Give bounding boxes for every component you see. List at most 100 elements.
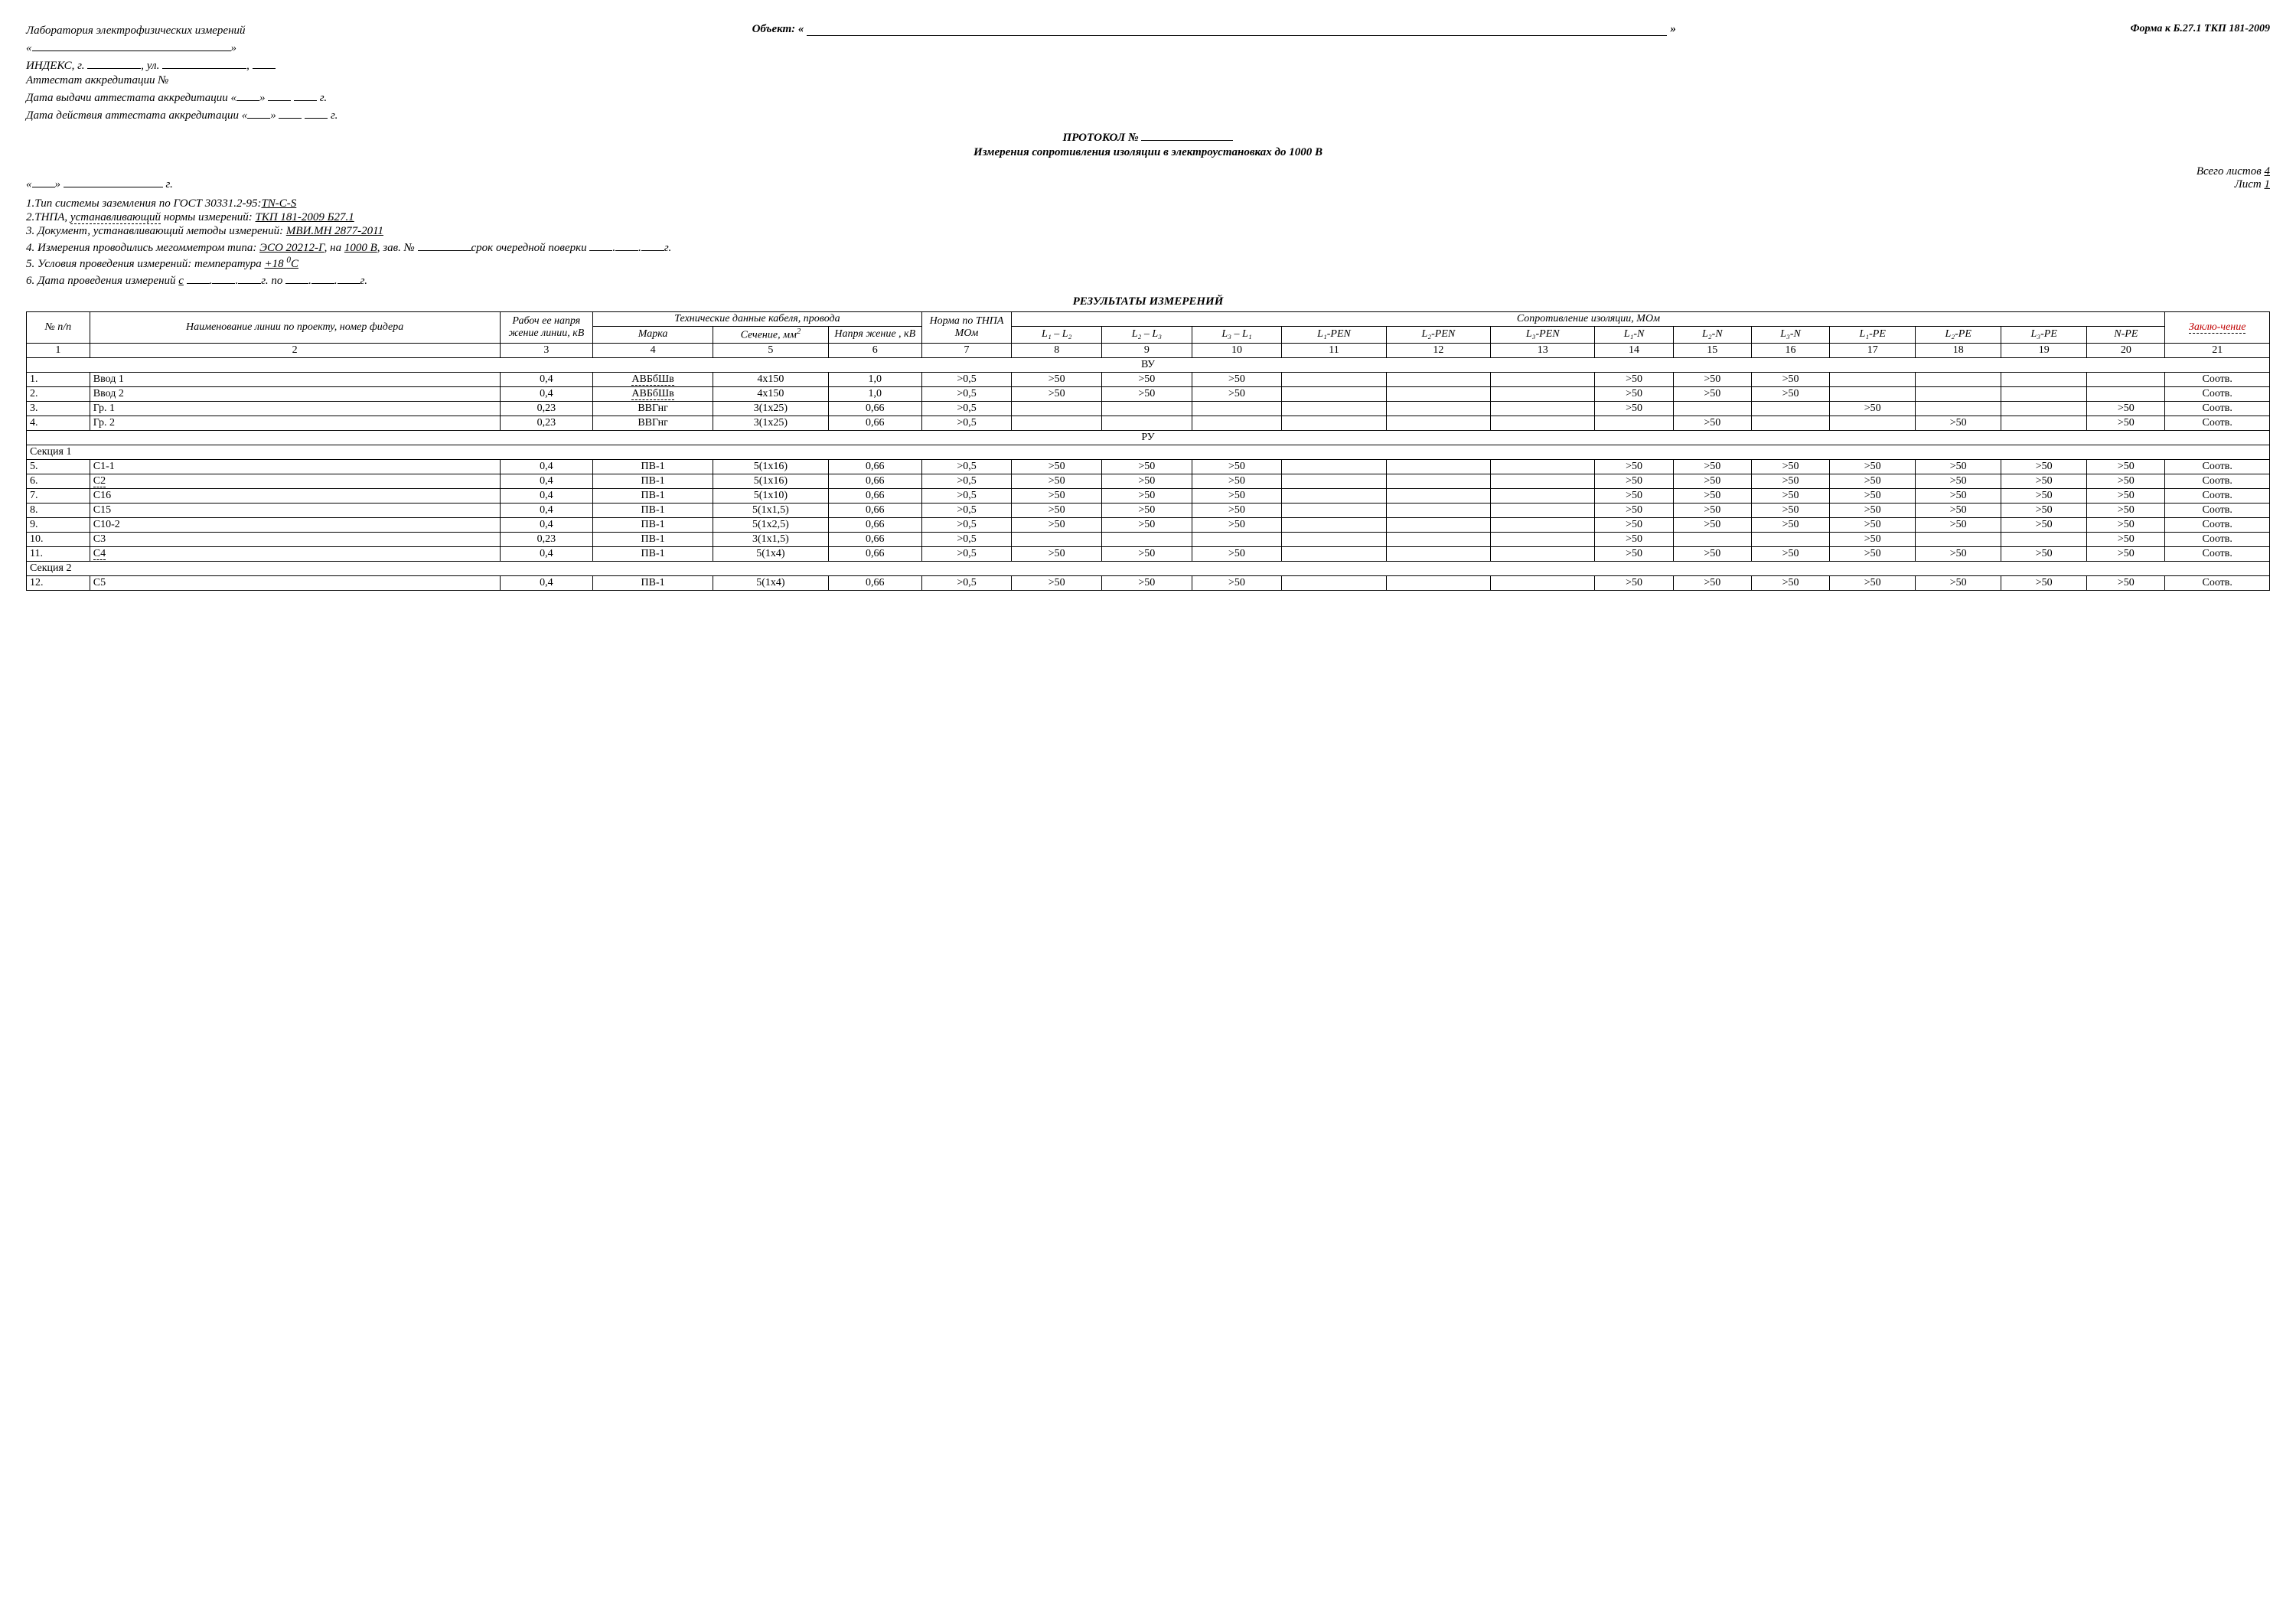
data-cell: >50	[1916, 474, 2001, 488]
data-cell	[1192, 416, 1282, 430]
data-cell: >50	[1830, 575, 1916, 590]
data-cell: >50	[2001, 546, 2087, 561]
data-cell: Соотв.	[2165, 575, 2270, 590]
data-cell	[1282, 488, 1386, 503]
data-cell	[1102, 401, 1192, 416]
th-nn: № п/п	[27, 312, 90, 344]
data-cell: >50	[1192, 503, 1282, 517]
data-cell: >50	[1751, 575, 1829, 590]
protocol-line: ПРОТОКОЛ №	[26, 129, 2270, 145]
data-cell: >50	[2087, 503, 2165, 517]
data-cell: Гр. 2	[90, 416, 500, 430]
table-row: 5.С1-10,4ПВ-15(1х16)0,66>0,5>50>50>50>50…	[27, 459, 2270, 474]
data-cell	[1282, 401, 1386, 416]
th-npe: N-PE	[2087, 327, 2165, 344]
data-cell: АВБбШв	[593, 386, 713, 401]
data-cell: ПВ-1	[593, 503, 713, 517]
data-cell: >50	[1751, 546, 1829, 561]
data-cell: >50	[1916, 503, 2001, 517]
data-cell: 3(1х1,5)	[713, 532, 828, 546]
note-2: 2.ТНПА, устанавливающий нормы измерений:…	[26, 211, 2270, 224]
data-cell: С10-2	[90, 517, 500, 532]
data-cell	[1386, 416, 1490, 430]
data-cell: Ввод 1	[90, 372, 500, 386]
data-cell: >0,5	[921, 532, 1012, 546]
data-cell: >50	[1830, 474, 1916, 488]
data-cell	[1491, 532, 1595, 546]
data-cell: 1.	[27, 372, 90, 386]
data-cell	[1491, 474, 1595, 488]
column-number-cell: 4	[593, 343, 713, 357]
data-cell: >50	[2087, 401, 2165, 416]
data-cell: С16	[90, 488, 500, 503]
data-cell	[1102, 416, 1192, 430]
data-cell	[1386, 532, 1490, 546]
data-cell	[1282, 474, 1386, 488]
lab-title: Лаборатория электрофизических измерений	[26, 24, 752, 37]
th-l1l2: L₁ – L₂	[1012, 327, 1102, 344]
data-cell: 0,66	[828, 546, 921, 561]
column-number-cell: 14	[1595, 343, 1673, 357]
table-row: 12.С50,4ПВ-15(1х4)0,66>0,5>50>50>50>50>5…	[27, 575, 2270, 590]
data-cell: >50	[1830, 517, 1916, 532]
th-name: Наименование линии по проекту, номер фид…	[90, 312, 500, 344]
data-cell: >50	[1012, 546, 1102, 561]
data-cell: 1,0	[828, 372, 921, 386]
th-l1n: L₁-N	[1595, 327, 1673, 344]
section-title-cell: Секция 1	[27, 445, 2270, 459]
data-cell: Соотв.	[2165, 401, 2270, 416]
data-cell: >50	[2087, 575, 2165, 590]
table-row: 4.Гр. 20,23ВВГнг3(1х25)0,66>0,5>50>50>50…	[27, 416, 2270, 430]
note-6: 6. Дата проведения измерений с ..г. по .…	[26, 272, 2270, 288]
th-marka: Марка	[593, 327, 713, 344]
data-cell: >50	[1102, 488, 1192, 503]
data-cell: 0,66	[828, 474, 921, 488]
column-number-cell: 2	[90, 343, 500, 357]
data-cell: >50	[1751, 474, 1829, 488]
data-cell	[1012, 532, 1102, 546]
table-body: ВУ1.Ввод 10,4АВБбШв4х1501,0>0,5>50>50>50…	[27, 357, 2270, 590]
data-cell: >0,5	[921, 503, 1012, 517]
column-number-cell: 17	[1830, 343, 1916, 357]
index-line: ИНДЕКС, г. , ул. ,	[26, 57, 752, 73]
data-cell	[1491, 488, 1595, 503]
data-cell: 5(1х10)	[713, 488, 828, 503]
data-cell	[1673, 532, 1751, 546]
data-cell: >50	[1012, 488, 1102, 503]
data-cell: >50	[1595, 517, 1673, 532]
data-cell: С4	[90, 546, 500, 561]
data-cell: >0,5	[921, 386, 1012, 401]
data-cell	[1282, 575, 1386, 590]
data-cell: >0,5	[921, 459, 1012, 474]
data-cell: 0,4	[500, 459, 593, 474]
column-number-cell: 21	[2165, 343, 2270, 357]
data-cell: >50	[1673, 546, 1751, 561]
data-cell: 0,4	[500, 575, 593, 590]
data-cell: 0,4	[500, 386, 593, 401]
data-cell	[1830, 386, 1916, 401]
data-cell: >50	[2001, 459, 2087, 474]
th-soprot: Сопротивление изоляции, МОм	[1012, 312, 2165, 327]
column-number-cell: 7	[921, 343, 1012, 357]
data-cell: >50	[1751, 503, 1829, 517]
data-cell: ПВ-1	[593, 459, 713, 474]
data-cell	[1491, 503, 1595, 517]
data-cell: >50	[1595, 546, 1673, 561]
note-4: 4. Измерения проводились мегомметром тип…	[26, 239, 2270, 255]
data-cell: >50	[1192, 517, 1282, 532]
data-cell	[1595, 416, 1673, 430]
th-l2l3: L₂ – L₃	[1102, 327, 1192, 344]
column-number-cell: 1	[27, 343, 90, 357]
data-cell	[1916, 386, 2001, 401]
data-cell: >50	[1012, 459, 1102, 474]
protocol-subtitle: Измерения сопротивления изоляции в элект…	[26, 146, 2270, 159]
data-cell: >50	[1916, 546, 2001, 561]
data-cell	[2001, 372, 2087, 386]
data-cell: 0,4	[500, 488, 593, 503]
data-cell: ПВ-1	[593, 488, 713, 503]
data-cell: 5(1х4)	[713, 575, 828, 590]
data-cell: 5(1х16)	[713, 459, 828, 474]
column-number-cell: 9	[1102, 343, 1192, 357]
data-cell: >50	[1916, 459, 2001, 474]
column-number-cell: 11	[1282, 343, 1386, 357]
